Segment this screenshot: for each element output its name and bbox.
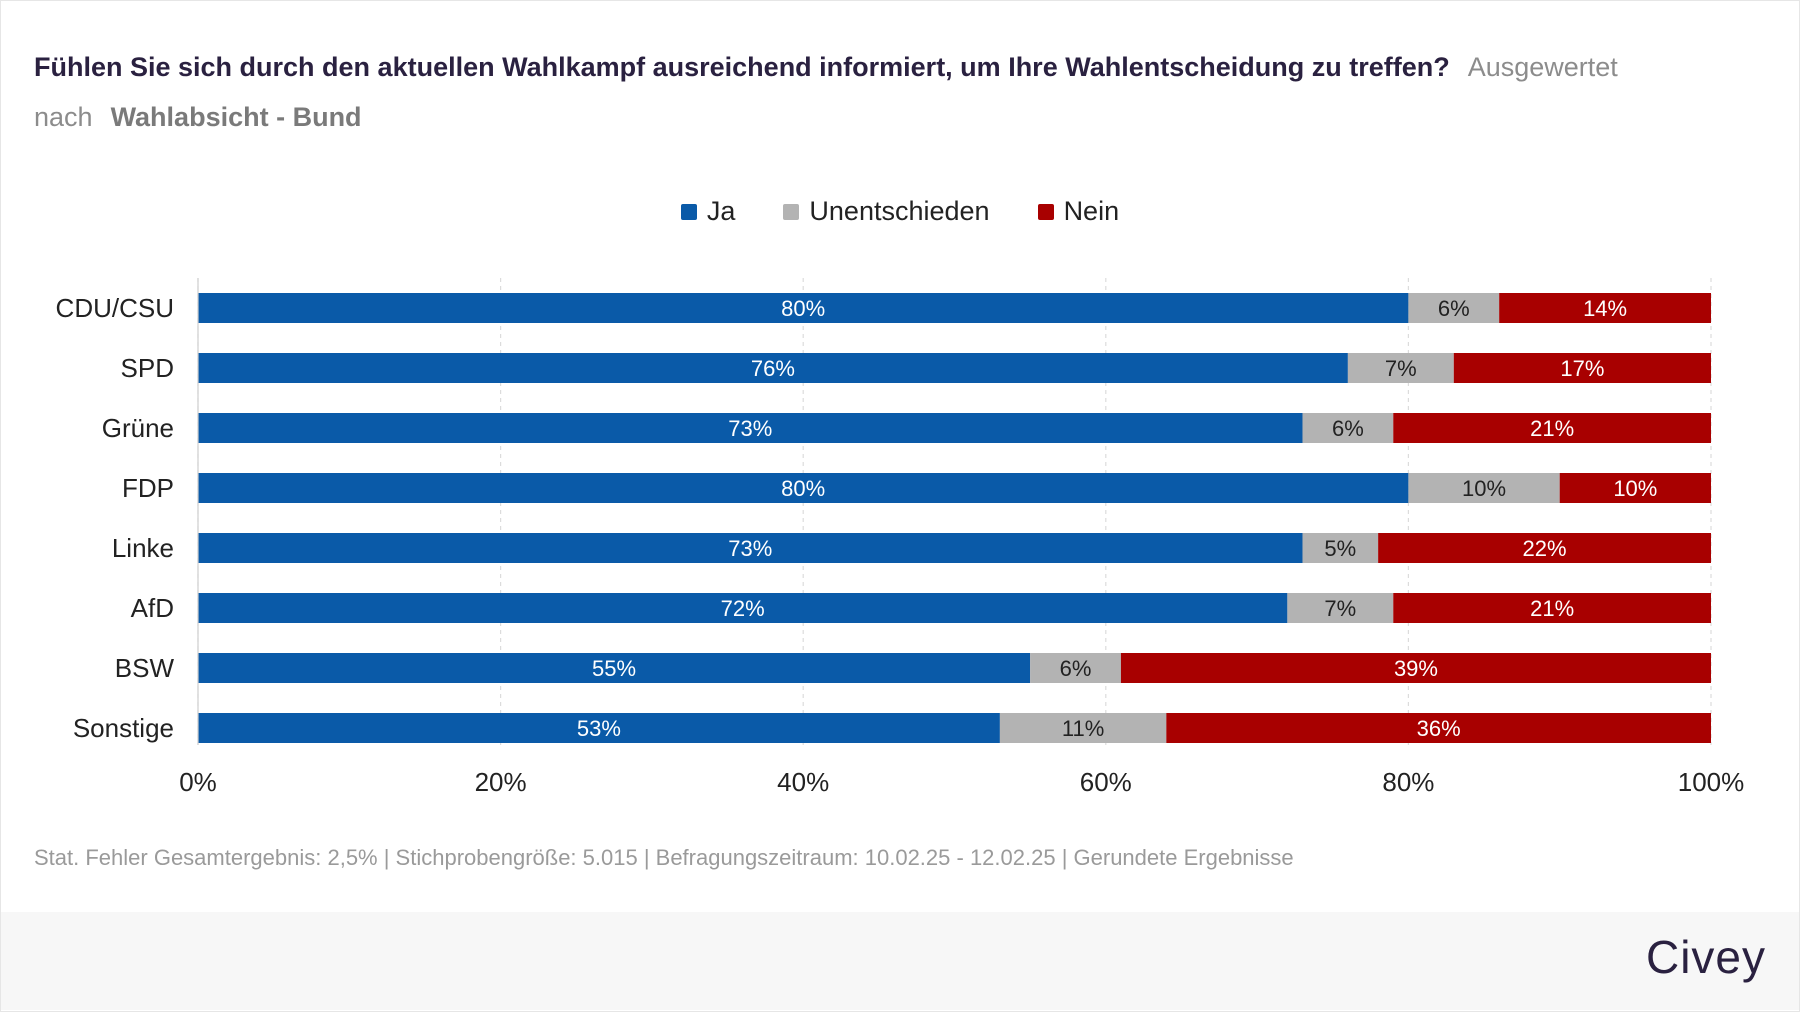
category-label: FDP <box>122 473 174 503</box>
x-tick-label: 80% <box>1382 767 1434 797</box>
data-label: 6% <box>1060 656 1092 681</box>
data-label: 80% <box>781 296 825 321</box>
bar-segment-unentschieden <box>1302 413 1394 443</box>
data-label: 10% <box>1613 476 1657 501</box>
category-label: Sonstige <box>73 713 174 743</box>
data-label: 21% <box>1530 596 1574 621</box>
category-label: CDU/CSU <box>56 293 174 323</box>
category-label: SPD <box>121 353 174 383</box>
bar-segment-nein <box>1120 653 1711 683</box>
data-label: 6% <box>1438 296 1470 321</box>
data-label: 7% <box>1324 596 1356 621</box>
data-label: 73% <box>728 416 772 441</box>
x-tick-label: 20% <box>475 767 527 797</box>
bar-segment-unentschieden <box>1030 653 1121 683</box>
category-label: BSW <box>115 653 175 683</box>
legend-label-ja: Ja <box>706 196 736 226</box>
data-label: 53% <box>577 716 621 741</box>
bar-segment-unentschieden <box>1408 293 1500 323</box>
x-tick-label: 100% <box>1678 767 1745 797</box>
x-tick-label: 40% <box>777 767 829 797</box>
data-label: 80% <box>781 476 825 501</box>
stacked-bar-chart: 0% 20% 40% 60% 80% 100% CDU/CSU 80% 6% 14% SPD 76% 7… <box>56 278 1745 797</box>
x-tick-label: 60% <box>1080 767 1132 797</box>
chart-title: Fühlen Sie sich durch den aktuellen Wahl… <box>34 52 1450 82</box>
chart-header: Fühlen Sie sich durch den aktuellen Wahl… <box>34 42 1764 142</box>
bar-segment-nein <box>1559 473 1711 503</box>
bar-segment-ja <box>198 293 1409 323</box>
data-label: 6% <box>1332 416 1364 441</box>
legend-swatch-ja <box>680 203 697 220</box>
data-label: 73% <box>728 536 772 561</box>
bar-segment-unentschieden <box>1347 353 1454 383</box>
chart-legend: Ja Unentschieden Nein <box>0 196 1800 227</box>
data-label: 76% <box>751 356 795 381</box>
data-label: 7% <box>1385 356 1417 381</box>
bar-segment-unentschieden <box>999 713 1167 743</box>
data-label: 55% <box>592 656 636 681</box>
bar-segment-ja <box>198 353 1348 383</box>
legend-label-unentschieden: Unentschieden <box>809 196 990 226</box>
bar-segment-ja <box>198 413 1303 443</box>
bar-segment-unentschieden <box>1287 593 1394 623</box>
legend-label-nein: Nein <box>1063 196 1120 226</box>
data-label: 39% <box>1394 656 1438 681</box>
data-label: 14% <box>1583 296 1627 321</box>
methodology-note: Stat. Fehler Gesamtergebnis: 2,5% | Stic… <box>34 845 1294 870</box>
category-label: Linke <box>112 533 174 563</box>
category-label: AfD <box>131 593 174 623</box>
category-label: Grüne <box>102 413 174 443</box>
data-label: 17% <box>1560 356 1604 381</box>
bar-segment-nein <box>1393 593 1711 623</box>
legend-item-unentschieden[interactable]: Unentschieden <box>783 196 990 227</box>
bar-segment-nein <box>1499 293 1711 323</box>
bar-segment-unentschieden <box>1408 473 1560 503</box>
bar-segment-unentschieden <box>1302 533 1379 563</box>
legend-swatch-unentschieden <box>783 203 800 220</box>
data-label: 5% <box>1324 536 1356 561</box>
bar-segment-nein <box>1453 353 1711 383</box>
brand-logo: Civey <box>1645 931 1766 983</box>
bar-segment-nein <box>1378 533 1711 563</box>
bar-segment-nein <box>1393 413 1711 443</box>
bar-segment-nein <box>1166 713 1711 743</box>
evaluated-prefix: Ausgewertet nach <box>34 52 1618 132</box>
legend-item-nein[interactable]: Nein <box>1037 196 1120 227</box>
group-selector[interactable]: Wahlabsicht - Bund <box>110 102 362 132</box>
bar-segment-ja <box>198 473 1409 503</box>
bar-segment-ja <box>198 593 1288 623</box>
x-tick-label: 0% <box>179 767 217 797</box>
data-label: 11% <box>1062 716 1104 741</box>
data-label: 72% <box>721 596 765 621</box>
data-label: 10% <box>1462 476 1506 501</box>
bar-segment-ja <box>198 713 1000 743</box>
footer-band <box>1 912 1799 1010</box>
bar-segment-ja <box>198 653 1031 683</box>
legend-swatch-nein <box>1037 203 1054 220</box>
data-label: 22% <box>1523 536 1567 561</box>
data-label: 36% <box>1417 716 1461 741</box>
data-label: 21% <box>1530 416 1574 441</box>
bar-segment-ja <box>198 533 1303 563</box>
legend-item-ja[interactable]: Ja <box>680 196 736 227</box>
